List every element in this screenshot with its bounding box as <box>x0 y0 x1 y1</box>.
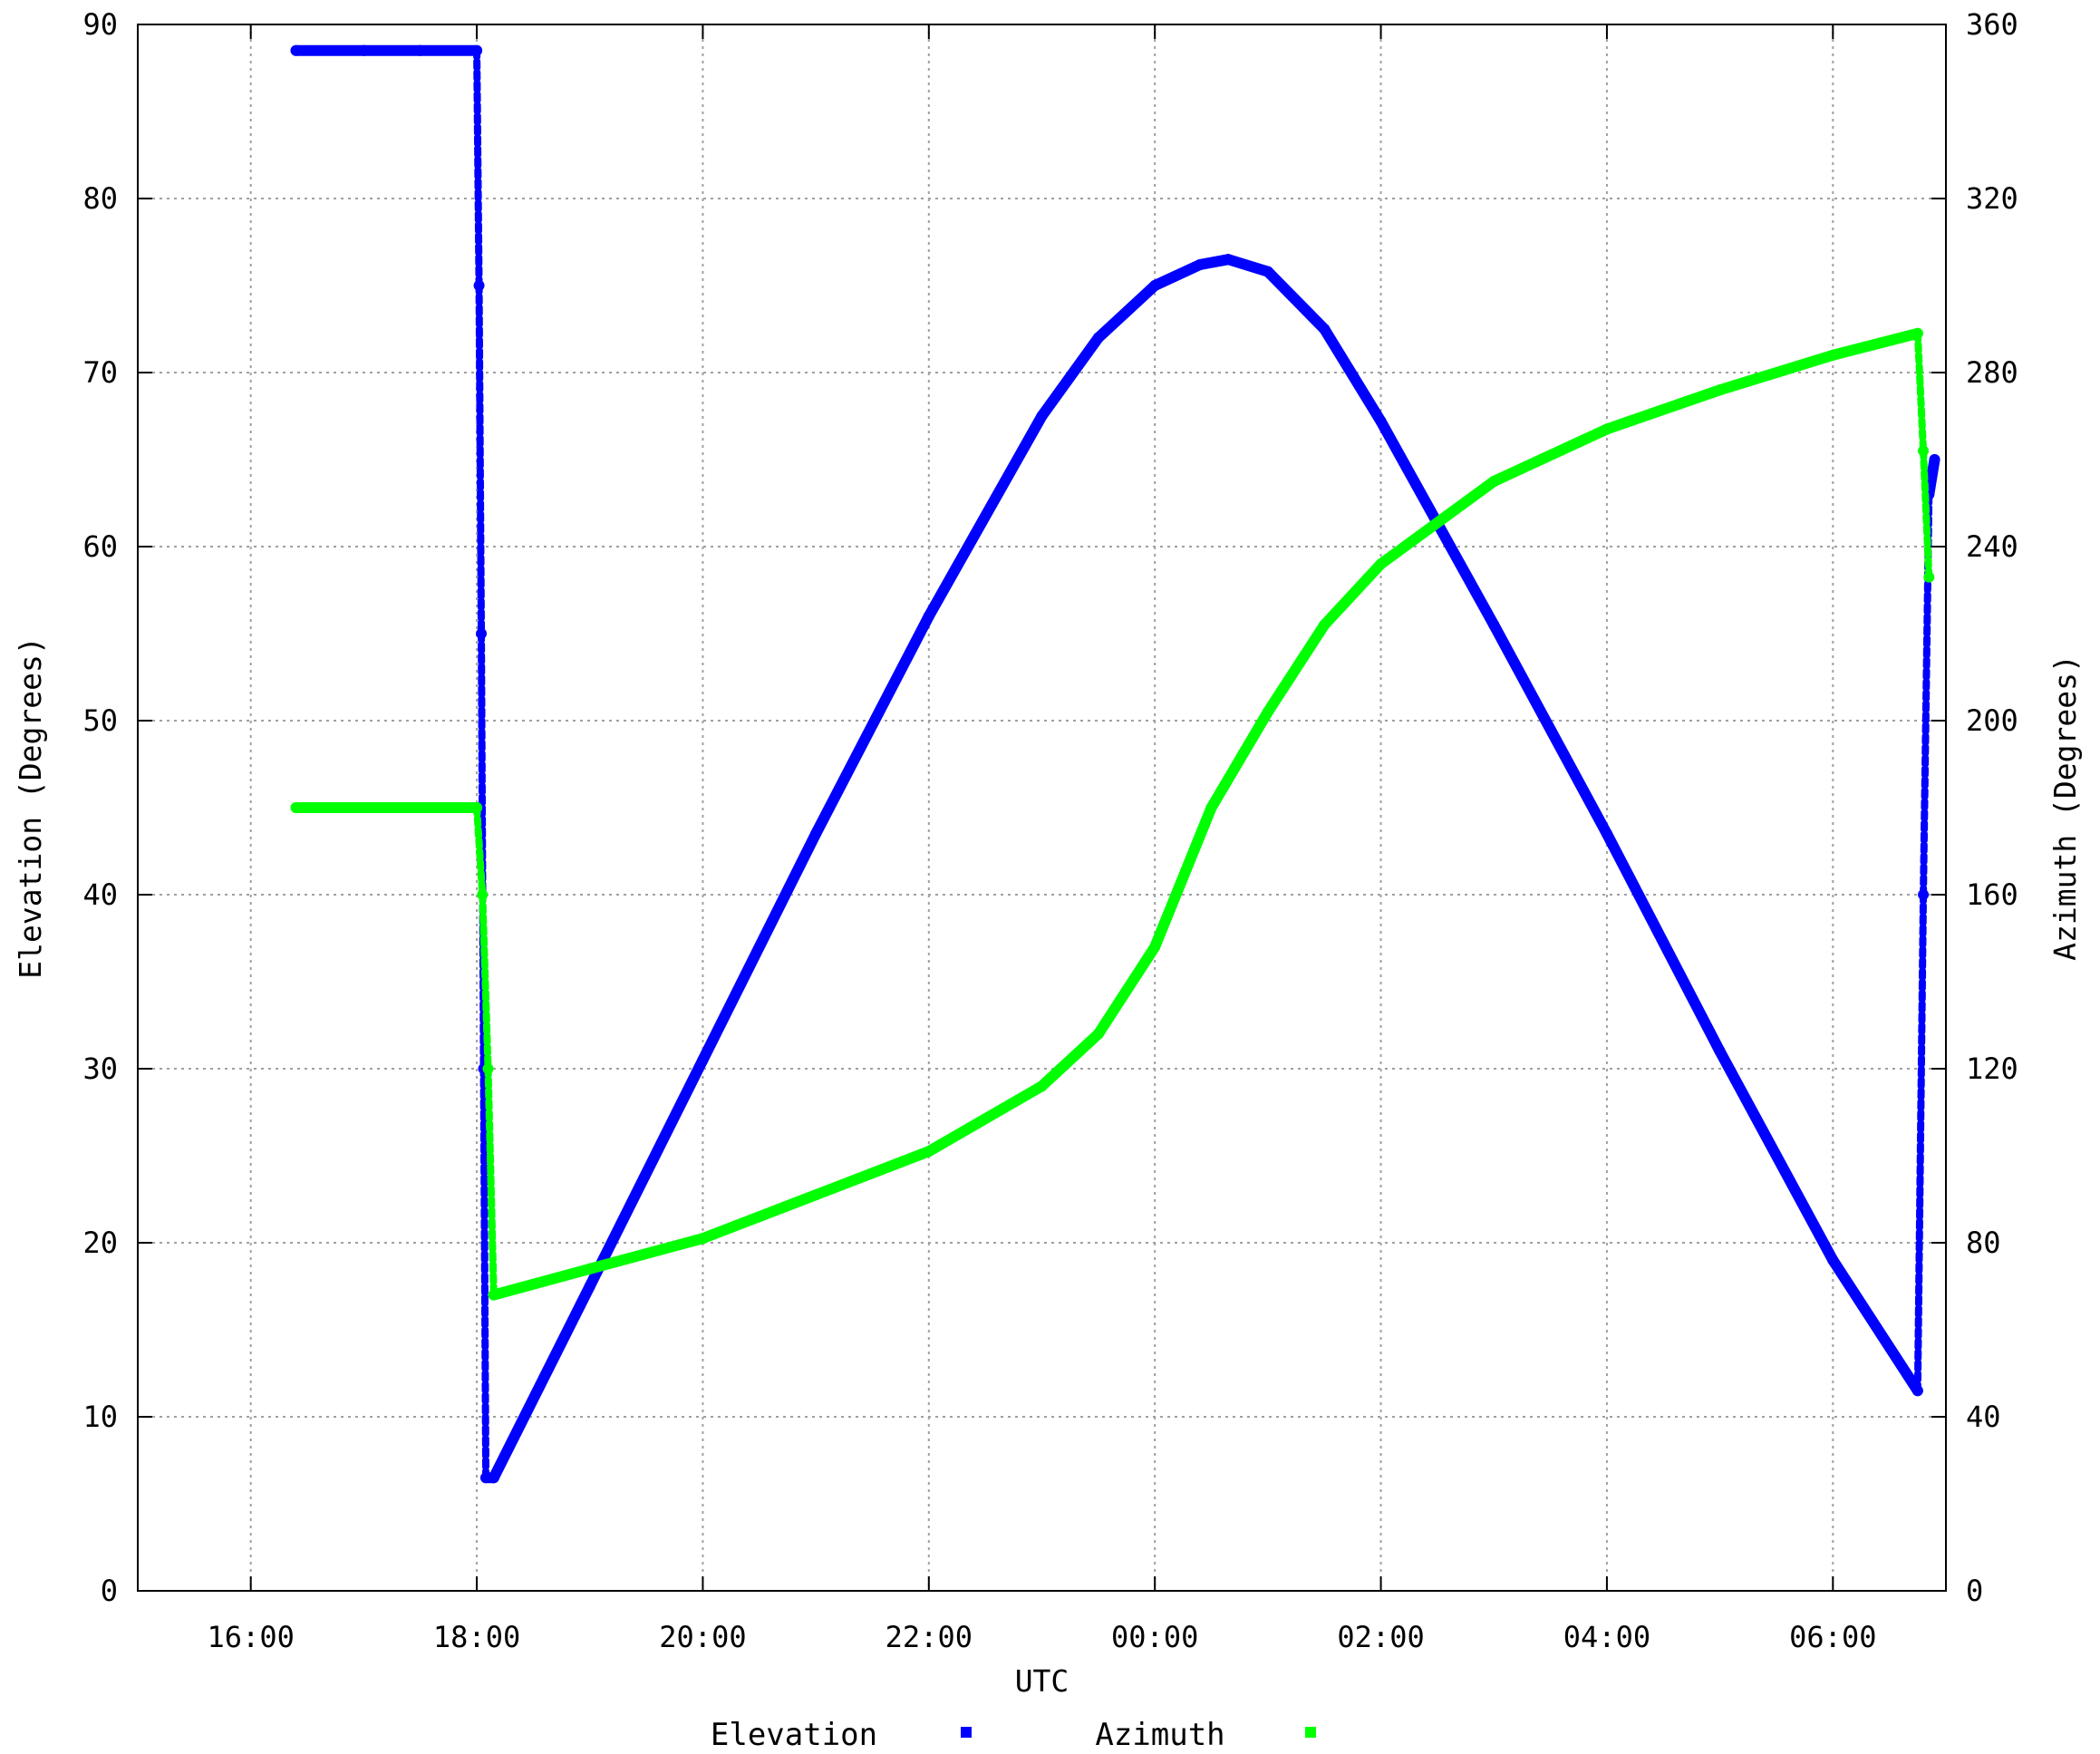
y2-tick-label: 120 <box>1966 1051 2018 1086</box>
series-segment-elevation <box>1601 828 1726 1057</box>
legend: Elevation Azimuth <box>711 1717 1316 1753</box>
plot-frame <box>137 24 1947 1592</box>
data-point-elevation <box>1929 454 1940 465</box>
y2-tick-label: 320 <box>1966 181 2018 216</box>
y-tick-label: 10 <box>82 1400 118 1434</box>
series-segment-azimuth <box>488 1263 595 1301</box>
series-segment-elevation <box>1913 891 1928 1395</box>
series-segment-azimuth <box>584 1233 709 1274</box>
series-segment-azimuth <box>1920 447 1933 581</box>
series-segment-azimuth <box>1036 1028 1104 1092</box>
series-segment-azimuth <box>810 1146 934 1201</box>
series-segment-azimuth <box>1714 349 1839 396</box>
y2-axis-label: Azimuth (Degrees) <box>2047 654 2083 961</box>
y-tick-label: 70 <box>82 355 118 390</box>
x-tick-label: 04:00 <box>1563 1620 1650 1654</box>
series-segment-elevation <box>1488 619 1612 839</box>
series-segment-elevation <box>584 1054 709 1292</box>
legend-swatch-azimuth <box>1305 1727 1316 1738</box>
series-segment-azimuth <box>1827 327 1923 361</box>
series-segment-azimuth <box>1913 329 1928 455</box>
ticks: 0 0 10 40 20 80 30 120 40 160 50 200 60 240 70 280 80 320… <box>82 7 2018 1654</box>
series-layer <box>290 44 1940 1484</box>
series-segment-elevation <box>1092 280 1161 344</box>
y2-tick-label: 0 <box>1966 1574 1983 1608</box>
series-segment-elevation <box>1827 1255 1923 1397</box>
series-segment-elevation <box>697 828 822 1066</box>
y-tick-label: 40 <box>82 877 118 912</box>
series-segment-azimuth <box>1488 423 1612 487</box>
series-segment-azimuth <box>1092 941 1161 1040</box>
y2-tick-label: 280 <box>1966 355 2018 390</box>
y2-tick-label: 240 <box>1966 529 2018 564</box>
series-segment-azimuth <box>484 1065 498 1299</box>
series-segment-elevation <box>1223 254 1273 277</box>
y2-tick-label: 80 <box>1966 1226 2001 1260</box>
legend-label-elevation: Elevation <box>711 1717 877 1753</box>
series-segment-elevation <box>810 610 934 839</box>
y2-tick-label: 40 <box>1966 1400 2001 1434</box>
data-point-azimuth <box>1923 571 1935 583</box>
y2-tick-label: 160 <box>1966 877 2018 912</box>
series-elevation <box>290 44 1940 1484</box>
x-axis-label: UTC <box>1015 1663 1069 1699</box>
series-segment-azimuth <box>1601 384 1726 435</box>
y-tick-label: 80 <box>82 181 118 216</box>
y-tick-label: 50 <box>82 703 118 738</box>
series-segment-azimuth <box>479 891 492 1072</box>
x-tick-label: 06:00 <box>1789 1620 1876 1654</box>
y-tick-label: 90 <box>82 7 118 42</box>
x-tick-label: 02:00 <box>1337 1620 1424 1654</box>
series-segment-elevation <box>479 1065 490 1482</box>
series-azimuth <box>290 327 1935 1301</box>
y2-tick-label: 360 <box>1966 7 2018 42</box>
series-segment-elevation <box>488 1281 595 1484</box>
series-segment-elevation <box>1714 1045 1839 1266</box>
series-segment-azimuth <box>1375 476 1500 570</box>
x-tick-label: 20:00 <box>659 1620 746 1654</box>
series-segment-elevation <box>473 46 483 289</box>
legend-label-azimuth: Azimuth <box>1095 1717 1224 1753</box>
series-segment-azimuth <box>697 1189 822 1245</box>
x-tick-label: 18:00 <box>433 1620 520 1654</box>
series-segment-elevation <box>1319 324 1387 427</box>
y-tick-label: 20 <box>82 1226 118 1260</box>
series-segment-azimuth <box>1149 802 1217 953</box>
series-segment-azimuth <box>923 1081 1048 1158</box>
y-tick-label: 0 <box>101 1574 118 1608</box>
series-segment-azimuth <box>1319 558 1387 631</box>
x-tick-label: 00:00 <box>1111 1620 1198 1654</box>
series-segment-elevation <box>1036 332 1104 422</box>
y-tick-label: 60 <box>82 529 118 564</box>
series-segment-azimuth <box>1262 619 1331 718</box>
series-segment-elevation <box>1923 454 1940 500</box>
series-segment-azimuth <box>473 804 487 898</box>
series-segment-elevation <box>923 411 1048 622</box>
series-segment-elevation <box>1262 266 1331 334</box>
y-axis-label: Elevation (Degrees) <box>13 636 48 979</box>
series-segment-azimuth <box>1205 706 1273 813</box>
y2-tick-label: 200 <box>1966 703 2018 738</box>
series-segment-elevation <box>1149 258 1206 291</box>
legend-swatch-elevation <box>961 1727 972 1738</box>
y-tick-label: 30 <box>82 1051 118 1086</box>
series-segment-elevation <box>475 282 486 637</box>
x-tick-label: 22:00 <box>885 1620 973 1654</box>
x-tick-label: 16:00 <box>208 1620 295 1654</box>
